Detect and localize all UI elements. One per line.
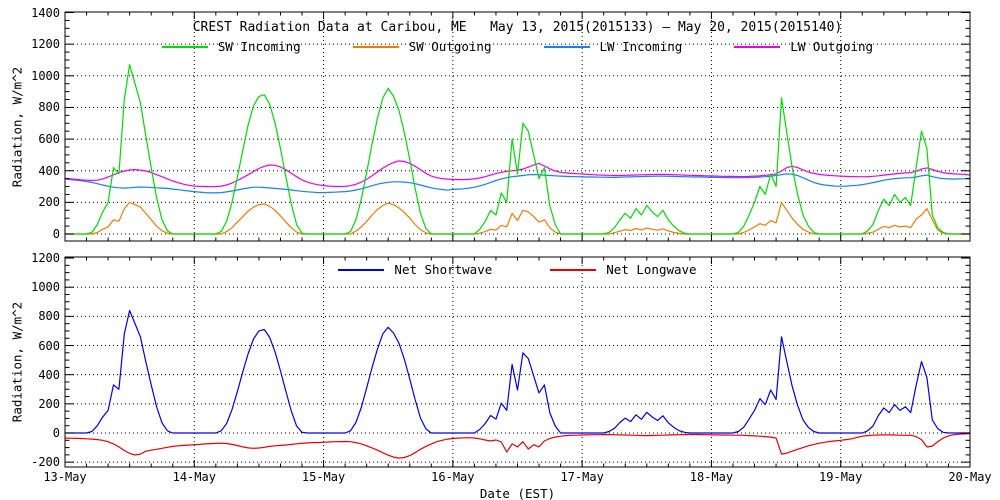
legend-top: SW Incoming SW Outgoing LW Incoming LW Outg…	[65, 39, 970, 54]
chart-title: CREST Radiation Data at Caribou, ME May …	[192, 20, 843, 35]
y-tick-label: 800	[38, 100, 60, 115]
y-tick-label: 1000	[31, 280, 60, 295]
legend-label: LW Incoming	[599, 39, 683, 54]
series-net-shortwave	[65, 309, 970, 434]
x-tick-label: 16-May	[431, 470, 475, 484]
legend-label: LW Outgoing	[790, 39, 874, 54]
series-sw-outgoing	[65, 201, 970, 235]
series-net-longwave	[64, 433, 971, 459]
legend-item: SW Incoming	[161, 39, 301, 54]
x-tick-label: 18-May	[689, 470, 734, 484]
panel-net-radiation	[64, 256, 971, 468]
x-tick-label: 19-May	[819, 470, 863, 484]
legend-item: LW Incoming	[543, 39, 683, 54]
x-tick-label: 20-May	[948, 470, 992, 484]
legend-line-swatch	[338, 268, 385, 271]
y-tick-label: 0	[52, 227, 60, 241]
legend-bottom: Net Shortwave Net Longwave	[65, 262, 970, 277]
y-tick-label: 800	[38, 309, 60, 324]
x-tick-label: 14-May	[172, 470, 216, 484]
y-tick-label: 600	[38, 132, 60, 147]
y-tick-label: 600	[38, 338, 60, 353]
legend-label: SW Outgoing	[408, 39, 492, 54]
x-axis-label: Date (EST)	[479, 486, 556, 500]
y-tick-label: 1000	[31, 68, 60, 83]
panel-radiation-components	[64, 11, 971, 242]
legend-item: Net Shortwave	[338, 262, 492, 277]
series-sw-incoming	[65, 64, 970, 235]
panel-border	[64, 256, 971, 468]
legend-label: SW Incoming	[217, 39, 301, 54]
legend-item: LW Outgoing	[734, 39, 873, 54]
y-tick-label: 400	[38, 367, 60, 382]
series-lw-incoming	[64, 173, 971, 194]
y-tick-label: 200	[38, 195, 60, 210]
legend-line-swatch	[161, 45, 208, 48]
x-tick-label: 13-May	[43, 470, 87, 484]
y-tick-label: 1200	[31, 251, 60, 266]
y-tick-label: 400	[38, 163, 60, 178]
legend-label: Net Longwave	[606, 262, 697, 277]
legend-item: Net Longwave	[550, 262, 697, 277]
legend-line-swatch	[550, 268, 597, 271]
y-tick-label: -200	[31, 455, 60, 470]
x-tick-label: 15-May	[301, 470, 346, 484]
legend-line-swatch	[543, 45, 590, 48]
x-tick-label: 17-May	[560, 470, 604, 484]
y-tick-label: 200	[38, 396, 60, 411]
y-tick-label: 0	[52, 426, 60, 440]
legend-line-swatch	[352, 45, 399, 48]
legend-item: SW Outgoing	[352, 39, 492, 54]
legend-label: Net Shortwave	[394, 262, 493, 277]
y-tick-label: 1400	[31, 5, 60, 20]
legend-line-swatch	[734, 45, 781, 48]
y-tick-label: 1200	[31, 37, 60, 52]
